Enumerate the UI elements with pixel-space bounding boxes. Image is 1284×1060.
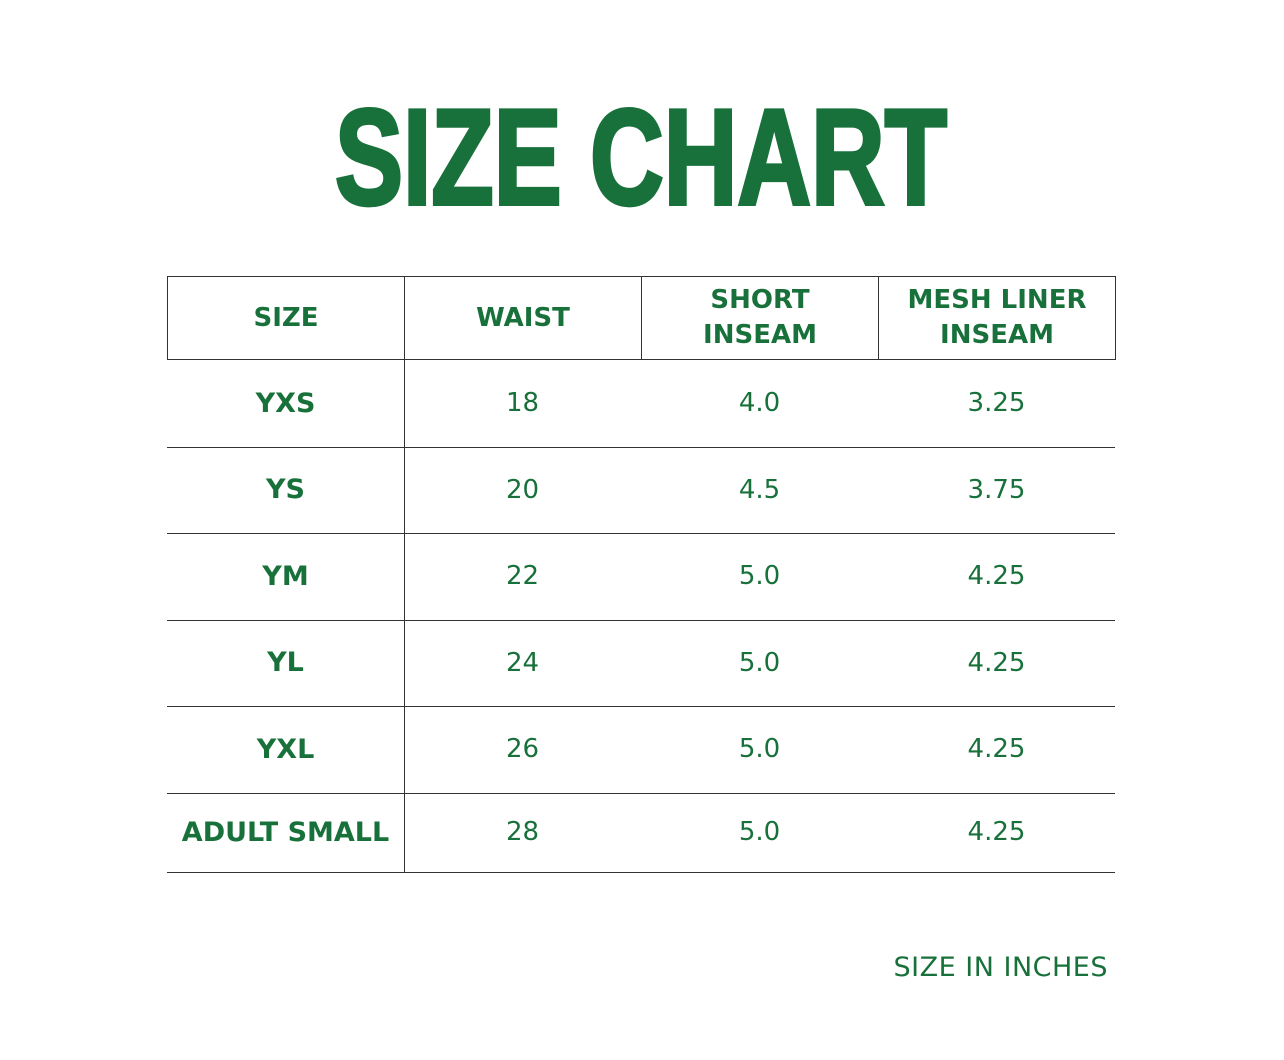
- row-divider: [167, 872, 1115, 873]
- measurement: 4.25: [967, 734, 1026, 765]
- header-cell: MESH LINER INSEAM: [878, 276, 1116, 360]
- header-cell: WAIST: [404, 276, 642, 360]
- title-area: SIZE CHART: [333, 79, 949, 235]
- measurement: 28: [505, 817, 540, 848]
- size-label: YS: [266, 474, 305, 506]
- header-text: WAIST: [476, 302, 570, 333]
- measurement: 5.0: [738, 561, 781, 592]
- measurement: 4.25: [967, 561, 1026, 592]
- header-text: SIZE: [253, 302, 319, 333]
- measurement: 4.5: [738, 474, 781, 505]
- measurement: 3.25: [967, 388, 1026, 419]
- measurement: 3.75: [967, 474, 1026, 505]
- measurement: 5.0: [738, 734, 781, 765]
- header-cell: SIZE: [167, 276, 405, 360]
- size-label: YXS: [255, 387, 316, 419]
- footnote: SIZE IN INCHES: [893, 952, 1108, 983]
- header-cell: SHORT INSEAM: [641, 276, 879, 360]
- size-label: ADULT SMALL: [181, 816, 390, 848]
- measurement: 4.25: [967, 647, 1026, 678]
- size-label: YXL: [256, 733, 315, 765]
- size-label: YM: [262, 560, 309, 592]
- measurement: 20: [505, 474, 540, 505]
- row-divider: [167, 533, 1115, 534]
- column-divider: [404, 360, 405, 872]
- row-divider: [167, 792, 1115, 794]
- row-divider: [167, 706, 1115, 707]
- measurement: 5.0: [738, 647, 781, 678]
- measurement: 5.0: [738, 817, 781, 848]
- header-text: SHORT: [710, 285, 810, 315]
- header-text: INSEAM: [703, 320, 817, 350]
- header-text: INSEAM: [940, 320, 1054, 350]
- size-label: YL: [267, 647, 304, 679]
- row-divider: [167, 446, 1115, 448]
- row-divider: [167, 619, 1115, 621]
- measurement: 22: [505, 561, 540, 592]
- header-text: MESH LINER: [907, 285, 1087, 315]
- title: SIZE CHART: [335, 81, 947, 233]
- measurement: 4.0: [738, 388, 781, 419]
- measurement: 26: [505, 734, 540, 765]
- measurement: 4.25: [967, 817, 1026, 848]
- measurement: 18: [505, 388, 540, 419]
- measurement: 24: [505, 647, 540, 678]
